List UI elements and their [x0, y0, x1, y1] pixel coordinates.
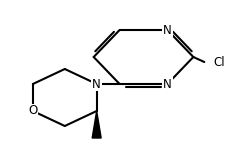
Text: N: N — [92, 78, 101, 90]
Polygon shape — [92, 111, 101, 138]
Text: Cl: Cl — [212, 56, 224, 69]
Text: N: N — [162, 78, 171, 90]
Text: O: O — [28, 105, 37, 117]
Text: N: N — [162, 24, 171, 36]
